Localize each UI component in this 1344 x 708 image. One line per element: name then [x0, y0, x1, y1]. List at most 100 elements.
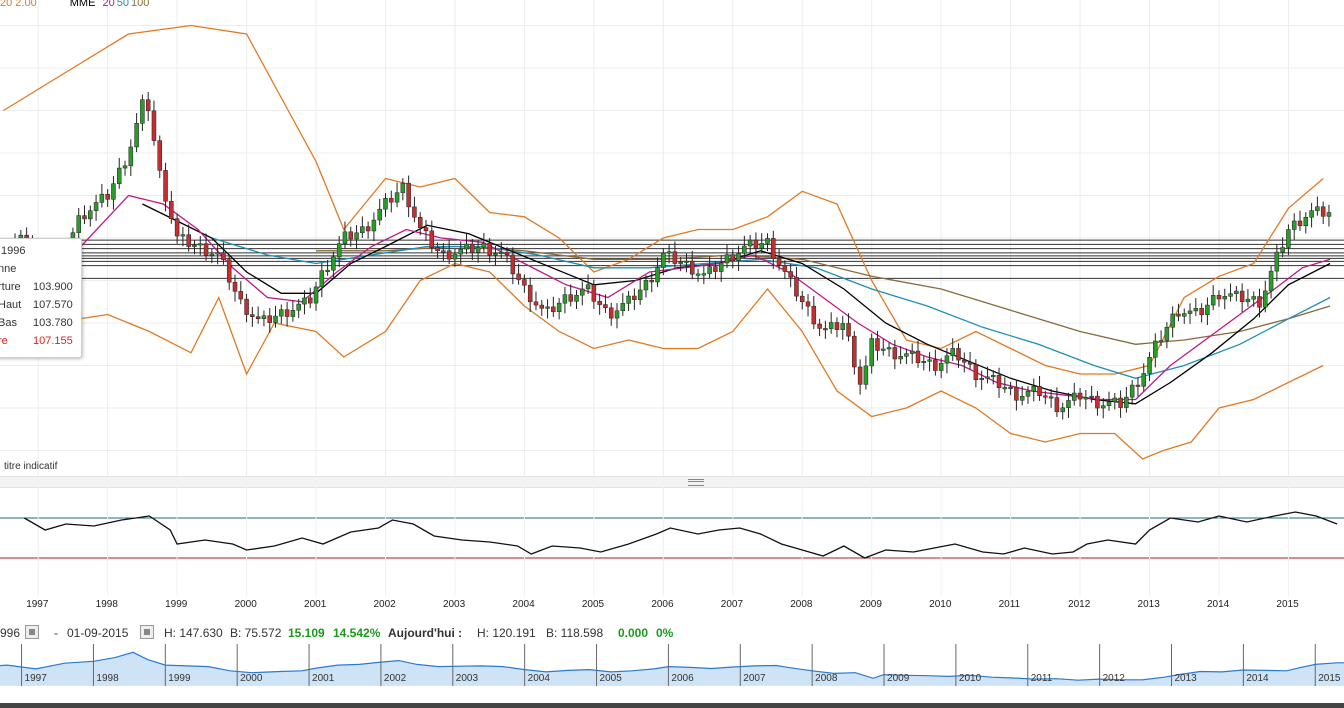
candlestick: [1153, 333, 1158, 368]
candlestick: [1158, 330, 1164, 347]
candle-down-body: [539, 304, 545, 309]
candlestick: [1210, 285, 1216, 311]
candlestick: [603, 294, 608, 313]
candle-down-body: [487, 242, 492, 256]
candlestick: [1263, 280, 1268, 313]
candle-up-body: [695, 273, 701, 276]
candlestick: [1315, 196, 1320, 216]
candle-up-body: [1124, 396, 1129, 408]
candle-down-body: [973, 364, 979, 380]
bollinger-upper-line: [3, 24, 1324, 375]
candle-up-body: [1274, 251, 1280, 272]
candle-down-body: [105, 193, 110, 200]
candlestick: [875, 330, 880, 361]
candle-up-body: [458, 248, 463, 255]
candlestick: [1297, 210, 1303, 231]
candle-up-body: [626, 295, 631, 304]
candlestick: [562, 286, 568, 314]
candle-up-body: [493, 253, 498, 256]
candlestick: [1095, 391, 1100, 416]
candle-up-body: [76, 215, 81, 233]
candlestick: [475, 239, 481, 263]
candlestick: [1239, 283, 1245, 312]
candle-down-body: [608, 307, 614, 319]
candlestick: [1309, 202, 1314, 228]
candle-up-body: [562, 294, 568, 304]
candlestick: [1135, 377, 1141, 397]
navigator-year-label: 2000: [240, 673, 263, 684]
price-chart[interactable]: [0, 0, 1344, 476]
candlestick: [429, 220, 435, 253]
candle-down-body: [238, 291, 244, 300]
candlestick: [452, 248, 458, 267]
candlestick: [973, 359, 979, 388]
candle-down-body: [533, 301, 539, 306]
candlestick: [163, 162, 168, 212]
candle-down-body: [1320, 206, 1326, 217]
candlestick: [771, 230, 776, 269]
candle-up-body: [707, 266, 712, 274]
candlestick: [1072, 382, 1077, 406]
calendar-icon[interactable]: [140, 625, 154, 639]
candlestick: [1164, 322, 1170, 349]
candle-up-body: [394, 192, 400, 203]
candle-up-body: [99, 193, 105, 203]
candlestick: [499, 241, 504, 259]
candle-down-body: [255, 316, 261, 319]
candle-up-body: [481, 242, 487, 248]
splitter-grip-icon[interactable]: [688, 479, 704, 486]
candle-down-body: [423, 227, 429, 232]
candle-up-body: [215, 252, 220, 255]
mme-period-50: 50: [116, 0, 129, 9]
candlestick: [1077, 387, 1083, 407]
candle-down-body: [915, 350, 921, 363]
candlestick: [759, 233, 764, 254]
candlestick: [371, 212, 377, 242]
candle-down-body: [186, 234, 191, 247]
navigator-year-label: 1999: [168, 673, 191, 684]
candlestick: [1257, 288, 1262, 318]
candle-up-body: [313, 286, 319, 304]
candle-up-body: [452, 253, 458, 260]
candlestick: [1303, 212, 1309, 234]
candlestick: [336, 235, 342, 268]
calendar-icon[interactable]: [25, 625, 39, 639]
navigator-scrollbar[interactable]: [0, 703, 1344, 708]
oscillator-chart[interactable]: [0, 480, 1344, 596]
candlestick: [446, 240, 452, 265]
candlestick: [1043, 390, 1048, 405]
candlestick: [169, 191, 174, 224]
candle-up-body: [1187, 310, 1193, 314]
candle-up-body: [985, 376, 990, 379]
candlestick: [591, 279, 597, 309]
candle-up-body: [637, 289, 643, 300]
x-axis-tick-label: 1998: [95, 599, 118, 610]
candle-down-body: [1199, 308, 1204, 316]
candle-up-body: [666, 251, 672, 254]
period-change-pct: 14.542%: [333, 626, 381, 640]
candlestick: [713, 261, 718, 280]
candlestick: [684, 253, 689, 273]
candlestick: [909, 343, 915, 364]
candle-up-body: [678, 261, 683, 264]
candle-up-body: [400, 182, 406, 193]
x-axis-tick-label: 2009: [859, 599, 882, 610]
panel-splitter[interactable]: [0, 476, 1344, 488]
candle-up-body: [111, 183, 116, 200]
candlestick: [377, 198, 382, 226]
candlestick: [990, 370, 996, 385]
candlestick: [1251, 291, 1256, 307]
candlestick: [730, 249, 736, 269]
range-navigator[interactable]: 1997 1998 1999 2000 2001 2002 2003 2004 2005 2006…: [0, 644, 1344, 702]
candle-up-body: [1280, 247, 1285, 253]
candle-up-body: [904, 353, 909, 357]
candle-down-body: [470, 243, 475, 253]
x-axis-tick-label: 2015: [1276, 599, 1299, 610]
candlestick: [979, 370, 984, 390]
candlestick: [736, 245, 741, 271]
navigator-year-label: 2002: [384, 673, 407, 684]
candlestick: [226, 254, 232, 290]
candle-up-body: [863, 365, 869, 385]
candle-up-body: [898, 356, 903, 360]
candlestick: [1199, 303, 1204, 323]
